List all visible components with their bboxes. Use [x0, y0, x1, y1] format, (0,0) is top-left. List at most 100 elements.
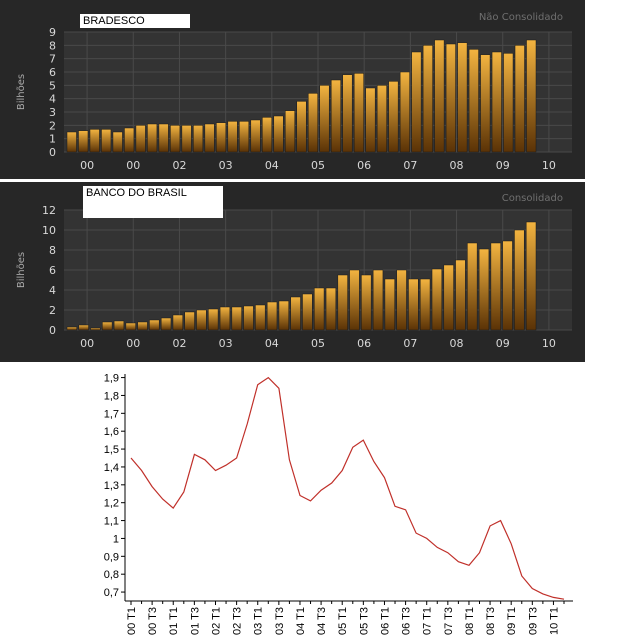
x-tick-label: 08 T1 — [464, 607, 476, 635]
bar — [467, 242, 478, 331]
bar — [443, 264, 454, 331]
bar — [158, 123, 169, 153]
bar — [296, 101, 307, 153]
x-tick-label: 02 T1 — [210, 607, 222, 635]
bar — [491, 51, 502, 153]
bar — [278, 300, 289, 331]
bar — [478, 248, 490, 331]
bar — [422, 45, 433, 153]
y-tick-label: 1,9 — [104, 373, 119, 385]
bar — [172, 314, 184, 331]
y-tick-label: 9 — [49, 26, 56, 39]
y-tick-label: 7 — [49, 53, 56, 66]
x-tick-label: 07 T3 — [443, 607, 455, 635]
bar — [503, 53, 514, 153]
bar — [181, 125, 192, 153]
ratio-line-chart: 0,7 0,8 0,9 1 1,1 1,2 1,3 1,4 1,5 1,6 1,7 1,8 1,9 00 … — [104, 373, 573, 635]
bar — [353, 73, 364, 153]
banco-do-brasil-chart-panel: 0 2 4 6 8 10 12 00 00 02 03 04 05 06 07 08 09 10 Bilhões — [0, 182, 585, 362]
y-tick-label: 0,7 — [104, 587, 119, 599]
y-tick-label: 1,8 — [104, 390, 119, 402]
bar — [285, 110, 296, 153]
bar — [457, 42, 468, 153]
ratio-series-line — [130, 376, 565, 600]
y-tick-label: 8 — [49, 39, 56, 52]
x-tick-label: 04 T3 — [316, 607, 328, 635]
y-tick-label: 12 — [42, 204, 56, 217]
bar — [250, 119, 261, 153]
y-tick-label: 0,9 — [104, 551, 119, 563]
x-tick-label: 07 — [403, 337, 417, 350]
y-tick-label: 1,2 — [104, 498, 119, 510]
bar — [208, 308, 219, 331]
bar — [502, 240, 513, 331]
bar — [445, 43, 456, 153]
y-tick-label: 1,6 — [104, 426, 119, 438]
bar — [147, 123, 158, 153]
bar — [112, 131, 123, 153]
bar — [149, 319, 160, 331]
x-tick-label: 04 — [265, 337, 279, 350]
x-tick-label: 05 — [311, 159, 325, 172]
x-tick-label: 08 — [450, 337, 464, 350]
y-tick-label: 1,4 — [104, 462, 119, 474]
bar — [514, 45, 525, 153]
x-tick-label: 04 — [265, 159, 279, 172]
x-tick-label: 10 — [542, 337, 556, 350]
bar — [170, 125, 181, 153]
x-tick-label: 00 — [80, 337, 94, 350]
bar — [525, 221, 537, 331]
bradesco-chart-title: BRADESCO — [80, 14, 190, 28]
bar — [137, 321, 148, 331]
bar — [337, 274, 348, 331]
x-tick-label: 08 — [450, 159, 464, 172]
x-tick-label: 03 T1 — [253, 607, 265, 635]
bar — [266, 301, 278, 331]
bar — [124, 127, 135, 153]
y-tick-label: 6 — [49, 264, 56, 277]
banco-do-brasil-mode-label: Consolidado — [501, 193, 563, 204]
y-tick-label: 1,1 — [104, 516, 119, 528]
y-tick-label: 4 — [49, 93, 56, 106]
y-tick-label: 6 — [49, 66, 56, 79]
bar — [434, 39, 445, 153]
x-tick-label: 02 — [172, 337, 186, 350]
bar — [231, 306, 242, 331]
bar — [90, 327, 101, 331]
bar — [490, 242, 501, 331]
y-tick-label: 2 — [49, 119, 56, 132]
x-tick-label: 01 T3 — [189, 607, 201, 635]
y-tick-label: 3 — [49, 106, 56, 119]
bar — [399, 71, 410, 153]
bar — [239, 121, 250, 153]
bar — [243, 305, 254, 331]
bar — [78, 324, 89, 331]
bar — [468, 49, 479, 153]
x-tick-label: 03 — [219, 159, 233, 172]
x-tick-label: 00 — [126, 337, 140, 350]
y-axis-title: Bilhões — [16, 252, 27, 288]
x-tick-label: 10 — [542, 159, 556, 172]
y-tick-label: 1 — [113, 533, 119, 545]
y-tick-label: 10 — [42, 224, 56, 237]
bar — [396, 269, 407, 331]
bar — [125, 322, 136, 331]
x-tick-label: 02 T3 — [232, 607, 244, 635]
bar — [102, 321, 113, 331]
bar — [342, 74, 353, 153]
bar — [135, 125, 146, 153]
bar — [184, 311, 195, 331]
y-tick-label: 0,8 — [104, 569, 119, 581]
bar — [365, 87, 376, 153]
x-tick-label: 02 — [172, 159, 186, 172]
bar — [411, 51, 422, 153]
bar — [89, 129, 100, 153]
x-tick-label: 05 — [311, 337, 325, 350]
bar — [388, 81, 399, 153]
bar — [302, 293, 313, 331]
bar — [431, 268, 443, 331]
bar — [420, 278, 431, 331]
y-tick-label: 1,5 — [104, 444, 119, 456]
y-axis-title: Bilhões — [16, 74, 27, 110]
